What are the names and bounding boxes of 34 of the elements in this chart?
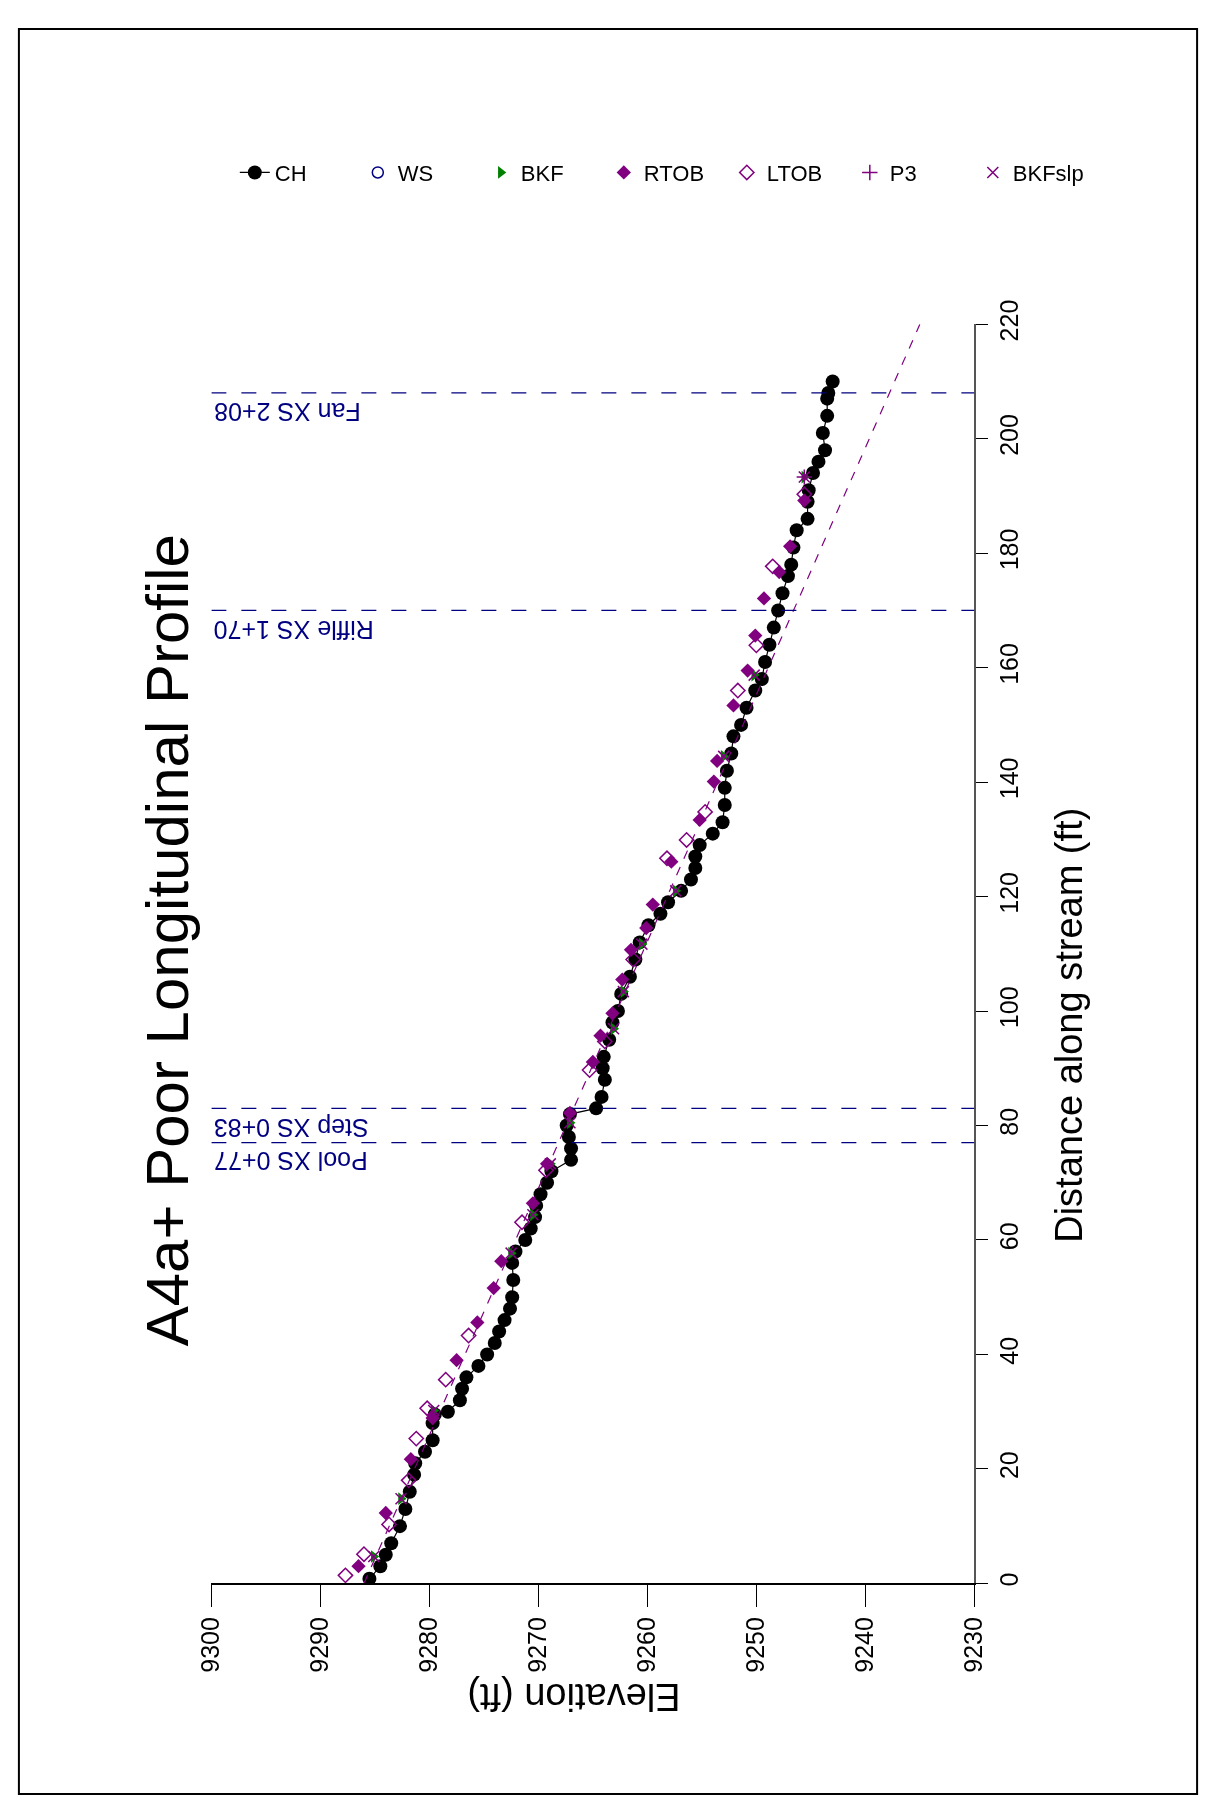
legend-label: BKFslp — [1012, 161, 1084, 187]
x-tick-label: 9300 — [196, 1617, 225, 1673]
x-tick-label: 9270 — [523, 1617, 552, 1673]
ref-line-label: Pool XS 0+77 — [214, 1147, 368, 1176]
y-tick-label: 120 — [995, 871, 1024, 914]
ref-line-label: Fan XS 2+08 — [214, 397, 361, 426]
y-tick-label: 140 — [995, 757, 1024, 800]
x-axis-title: Elevation (ft) — [467, 1676, 681, 1719]
legend-label: WS — [397, 161, 434, 187]
x-tick-label: 9240 — [850, 1617, 879, 1673]
x-tick-label: 9260 — [632, 1617, 661, 1673]
legend-label: P3 — [889, 161, 917, 187]
legend-label: LTOB — [766, 161, 823, 187]
y-tick-label: 160 — [995, 643, 1024, 685]
x-tick-label: 9230 — [959, 1617, 988, 1673]
legend-label: BKF — [520, 161, 564, 187]
ref-line-label: Step XS 0+83 — [213, 1113, 369, 1142]
x-tick-label: 9280 — [414, 1617, 443, 1673]
ref-line-label: Riffle XS 1+70 — [213, 615, 374, 644]
text: A4a+ Poor Longitudinal Profile — [134, 534, 202, 1347]
y-tick-label: 40 — [995, 1336, 1024, 1365]
x-tick-label: 9250 — [741, 1617, 770, 1673]
y-tick-label: 0 — [995, 1572, 1024, 1587]
y-tick-label: 100 — [995, 986, 1024, 1029]
y-axis-title: Distance along stream (ft) — [1048, 807, 1091, 1243]
x-tick-label: 9290 — [305, 1617, 334, 1673]
y-tick-label: 80 — [995, 1107, 1024, 1136]
y-tick-label: 180 — [995, 528, 1024, 571]
y-tick-label: 220 — [995, 299, 1024, 342]
y-tick-label: 200 — [995, 414, 1024, 456]
y-tick-label: 60 — [995, 1222, 1024, 1251]
y-tick-label: 20 — [995, 1451, 1024, 1480]
legend-label: CH — [274, 161, 307, 187]
legend-label: RTOB — [643, 161, 705, 187]
